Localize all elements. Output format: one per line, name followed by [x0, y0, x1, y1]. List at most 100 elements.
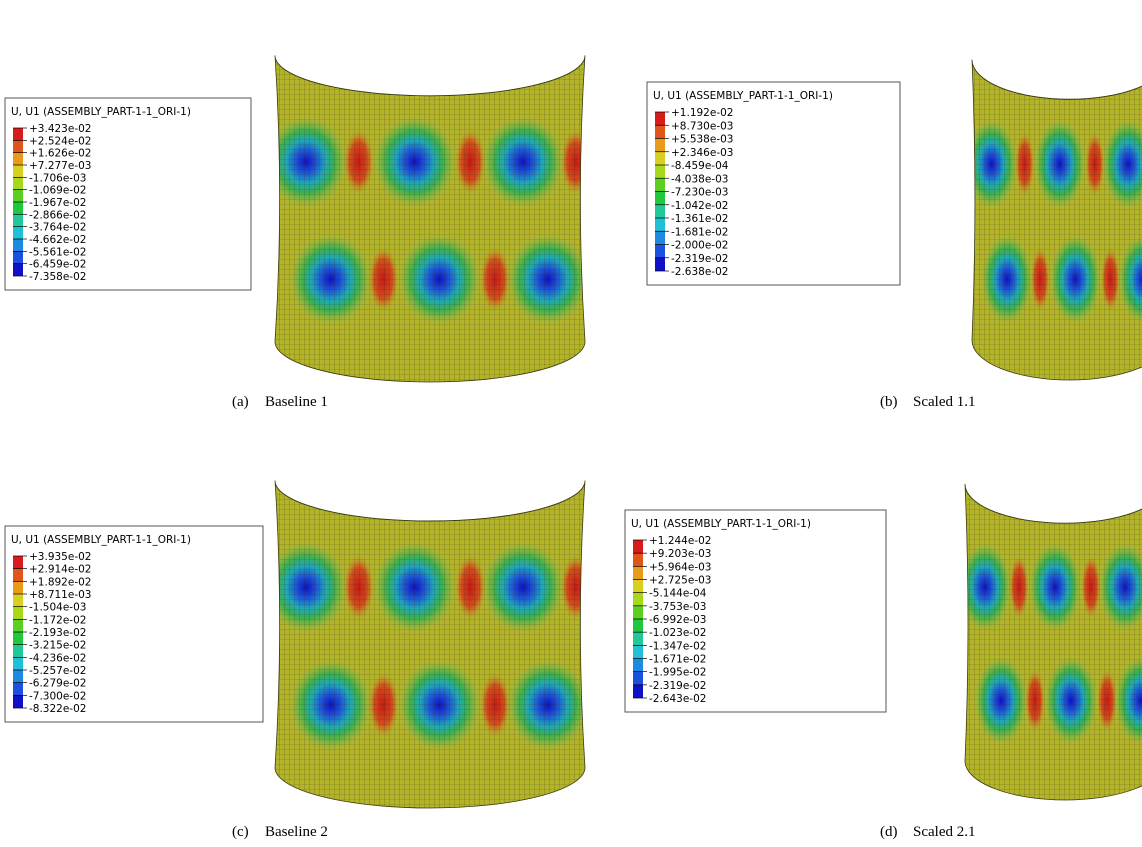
contour-red [585, 672, 616, 738]
legend-label: -1.023e-02 [649, 627, 706, 639]
contour-red [585, 246, 616, 312]
legend-label: -4.038e-03 [671, 173, 728, 185]
figure: U, U1 (ASSEMBLY_PART-1-1_ORI-1) +3.423e-0… [0, 0, 1142, 847]
panel: U, U1 (ASSEMBLY_PART-1-1_ORI-1)+3.935e-0… [5, 440, 616, 840]
legend-swatch [13, 153, 23, 165]
inner-blob [1027, 453, 1055, 492]
cylinder [957, 445, 1142, 800]
inner-blob [981, 453, 1009, 492]
legend-label: -2.643e-02 [649, 693, 706, 705]
panel: U, U1 (ASSEMBLY_PART-1-1_ORI-1)+1.244e-0… [625, 445, 1142, 840]
inner-blob [1079, 28, 1106, 68]
legend-label: -1.172e-02 [29, 614, 86, 626]
inner-blob [1124, 28, 1142, 68]
legend-label: -5.561e-02 [29, 246, 86, 258]
legend-label: +9.203e-03 [649, 548, 711, 560]
legend-label: -1.706e-03 [29, 172, 86, 184]
legend-label: +5.964e-03 [649, 561, 711, 573]
legend-label: +3.423e-02 [29, 123, 91, 135]
inner-blob [446, 23, 489, 63]
legend-swatch [13, 190, 23, 202]
legend-label: -1.504e-03 [29, 602, 86, 614]
legend-label: -2.866e-02 [29, 209, 86, 221]
legend-label: -5.257e-02 [29, 665, 86, 677]
legend-label: -1.361e-02 [671, 213, 728, 225]
legend-swatch [655, 125, 665, 138]
legend-swatch [13, 670, 23, 683]
legend-label: -5.144e-04 [649, 588, 707, 600]
legend-swatch [13, 695, 23, 708]
legend-label: -1.681e-02 [671, 226, 728, 238]
legend-label: -1.671e-02 [649, 654, 706, 666]
legend-label: -1.042e-02 [671, 200, 728, 212]
caption-label: (c) [232, 824, 249, 840]
legend-label: +2.725e-03 [649, 575, 711, 587]
legend-swatch [655, 205, 665, 218]
legend-swatch [655, 245, 665, 258]
inner-blob [517, 448, 560, 488]
legend-swatch [633, 580, 643, 593]
legend-label: +3.935e-02 [29, 551, 91, 563]
inner-blob [446, 448, 489, 488]
legend-swatch [655, 192, 665, 205]
legend-label: -2.319e-02 [671, 253, 728, 265]
legend-label: +2.914e-02 [29, 564, 91, 576]
legend-swatch [655, 112, 665, 125]
legend-label: -3.764e-02 [29, 222, 86, 234]
legend-swatch [13, 645, 23, 658]
legend-swatch [13, 165, 23, 177]
inner-blob [1075, 453, 1103, 492]
legend-label: +1.192e-02 [671, 107, 733, 119]
legend-swatch [655, 218, 665, 231]
cylinder-inner [275, 15, 585, 96]
legend-swatch [655, 231, 665, 244]
legend-swatch [655, 165, 665, 178]
legend-swatch [13, 177, 23, 189]
legend-swatch [13, 657, 23, 670]
legend-swatch [633, 659, 643, 672]
legend-swatch [633, 685, 643, 698]
legend-swatch [633, 645, 643, 658]
legend-swatch [13, 214, 23, 226]
legend-label: -7.358e-02 [29, 271, 86, 283]
legend-swatch [655, 258, 665, 271]
cylinder-inner [275, 440, 585, 521]
legend-swatch [13, 569, 23, 582]
rim [275, 440, 585, 521]
legend-swatch [13, 619, 23, 632]
legend-swatch [13, 140, 23, 152]
inner-blob [988, 28, 1015, 68]
legend-swatch [13, 594, 23, 607]
legend-swatch [633, 540, 643, 553]
legend-label: -7.230e-03 [671, 187, 728, 199]
legend-swatch [655, 139, 665, 152]
legend-swatch [13, 251, 23, 263]
legend-swatch [13, 556, 23, 569]
legend-label: -8.459e-04 [671, 160, 729, 172]
inner-blob [300, 23, 343, 63]
caption-text: Baseline 2 [265, 824, 328, 840]
legend-swatch [633, 553, 643, 566]
caption-label: (a) [232, 394, 249, 410]
cylinder [263, 15, 616, 382]
caption-label: (b) [880, 394, 898, 410]
inner-blob [1121, 453, 1142, 492]
legend-swatch [13, 683, 23, 696]
legend-swatch [633, 672, 643, 685]
legend-label: -3.753e-03 [649, 601, 706, 613]
legend-swatch [13, 202, 23, 214]
legend-swatch [633, 606, 643, 619]
legend-label: +2.346e-03 [671, 147, 733, 159]
legend-swatch [13, 632, 23, 645]
legend-swatch [655, 152, 665, 165]
legend-title: U, U1 (ASSEMBLY_PART-1-1_ORI-1) [631, 518, 811, 530]
legend-label: -8.322e-02 [29, 703, 86, 715]
legend-label: -6.279e-02 [29, 678, 86, 690]
legend-label: +1.892e-02 [29, 576, 91, 588]
legend-label: +5.538e-03 [671, 134, 733, 146]
legend-swatch [13, 581, 23, 594]
mesh [275, 55, 585, 382]
legend-swatch [13, 607, 23, 620]
panel: U, U1 (ASSEMBLY_PART-1-1_ORI-1)+1.192e-0… [647, 20, 1142, 410]
legend-label: -2.638e-02 [671, 266, 728, 278]
